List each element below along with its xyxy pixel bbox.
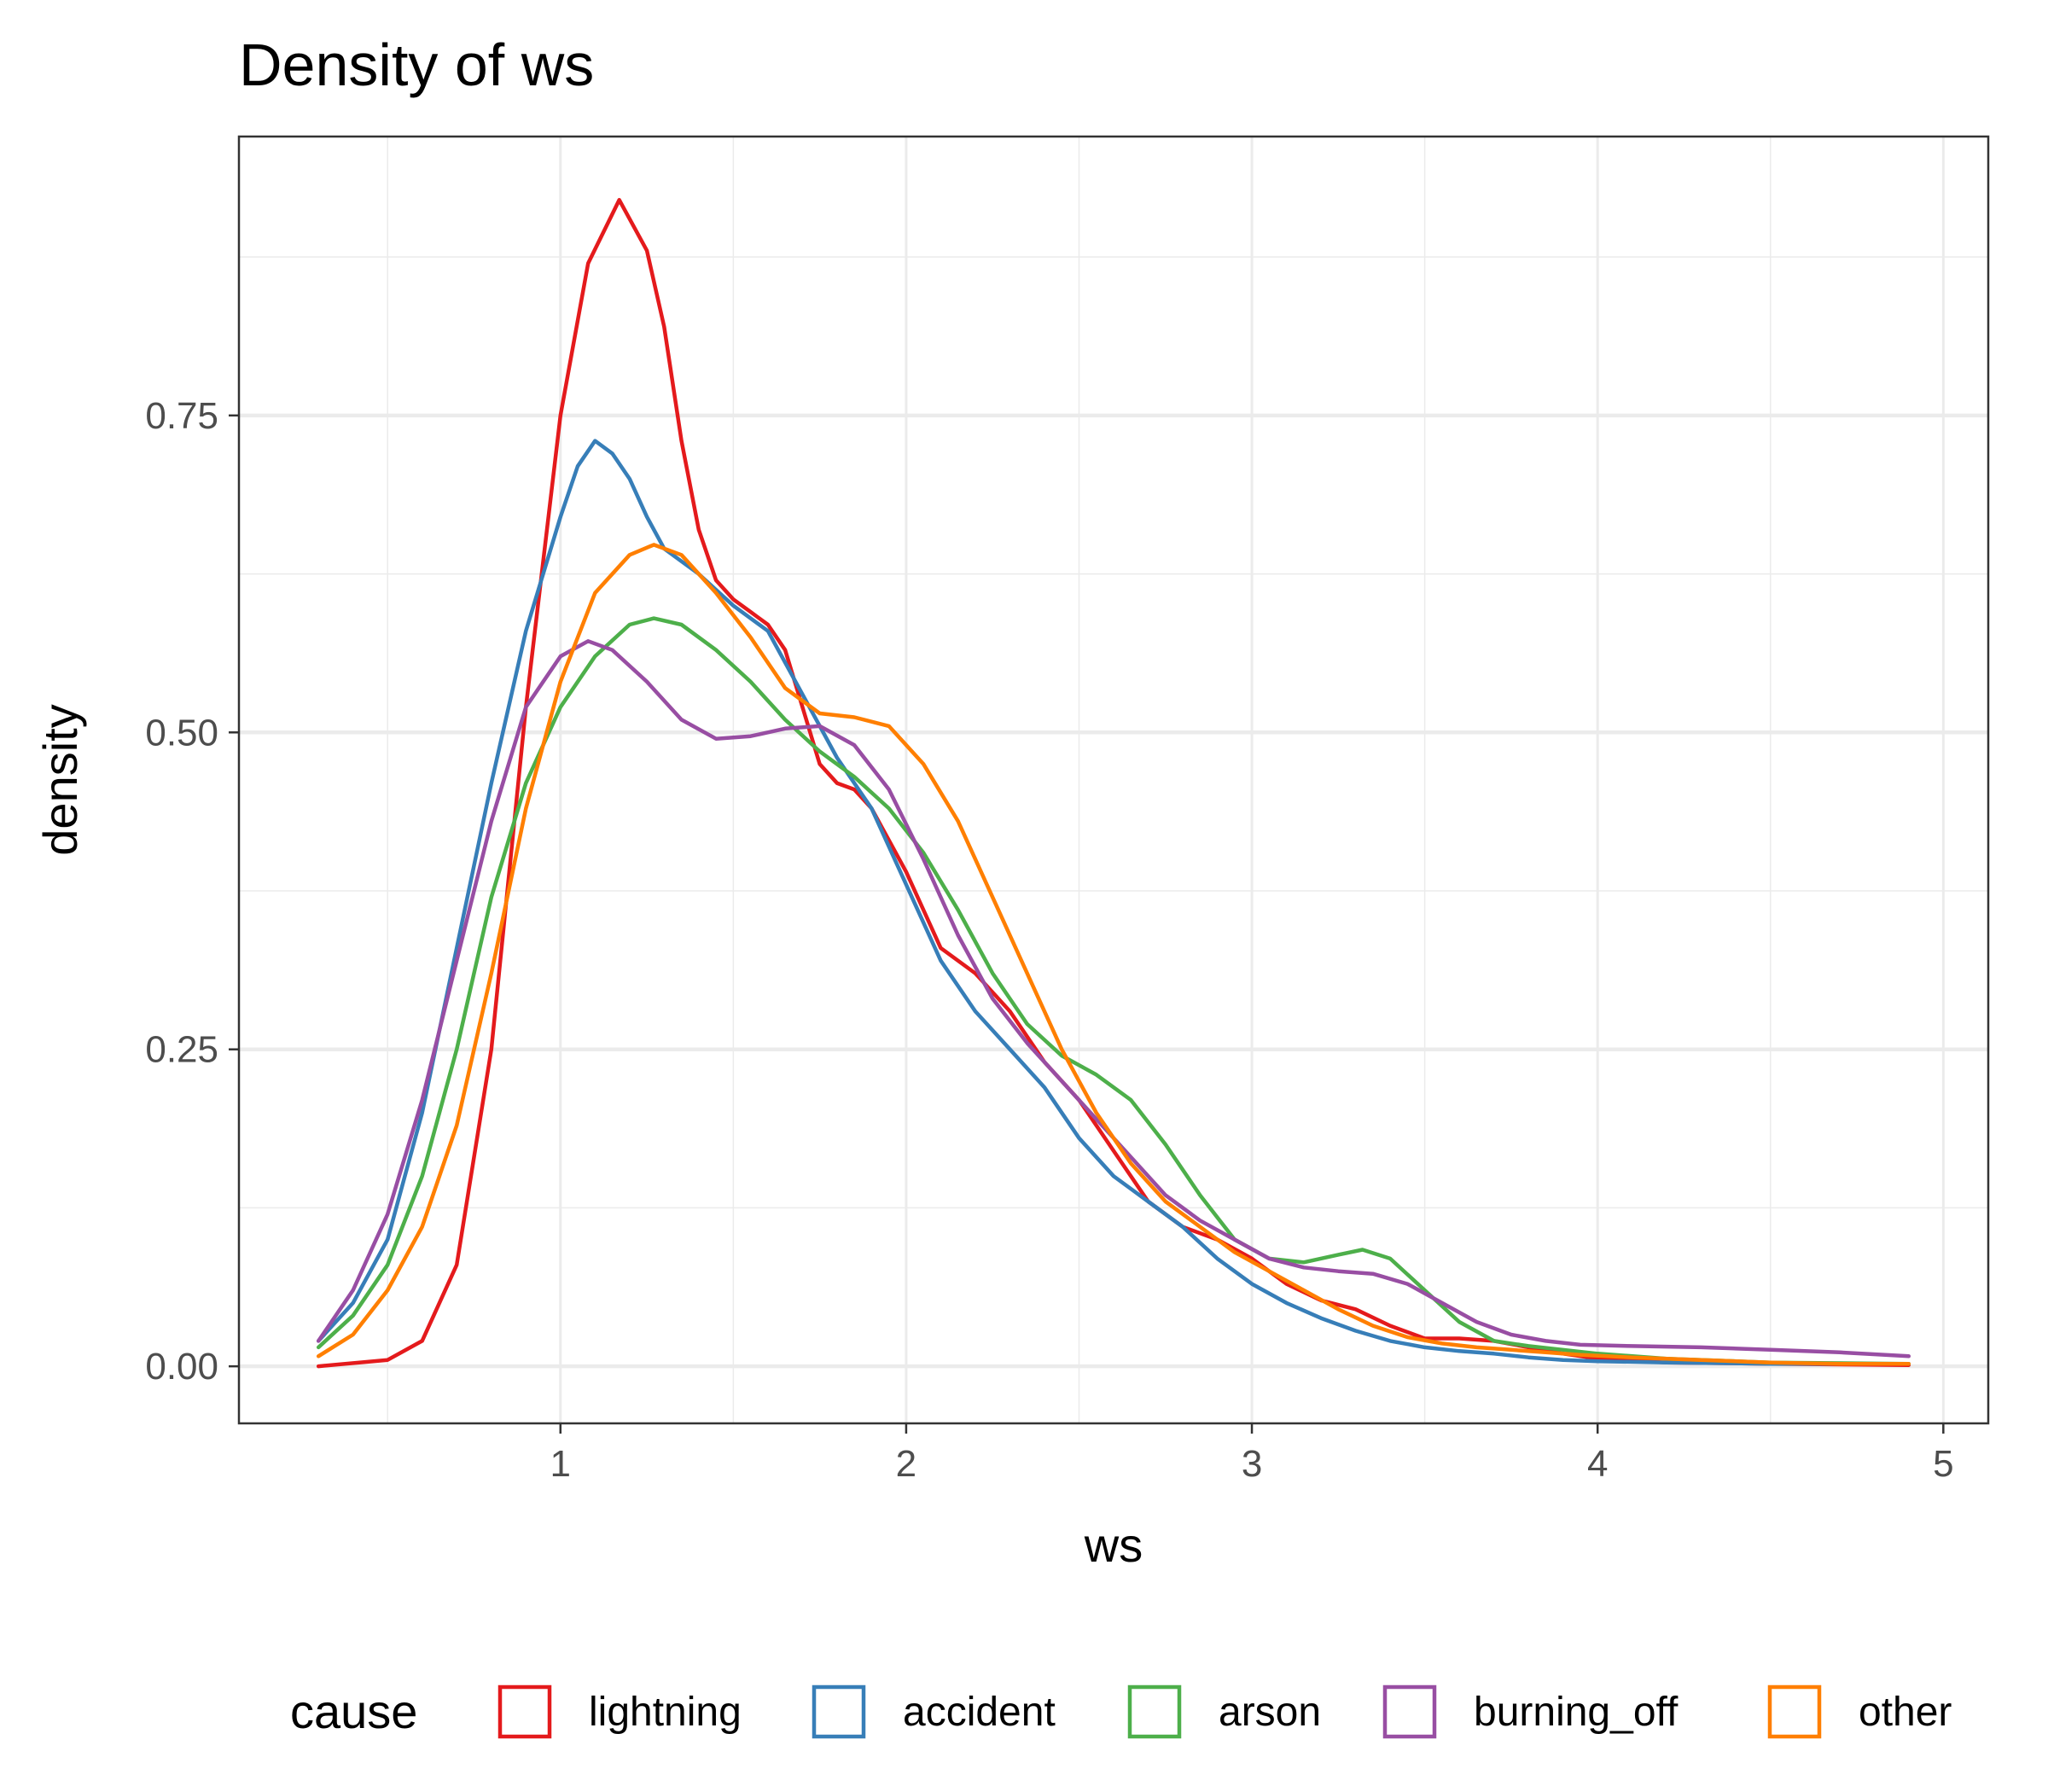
x-tick-label: 2 — [896, 1443, 916, 1485]
legend-title: cause — [290, 1684, 417, 1738]
legend-label-arson: arson — [1219, 1690, 1321, 1735]
x-tick-label: 5 — [1933, 1443, 1953, 1485]
minor-gridlines — [239, 137, 1988, 1423]
y-tick-label: 0.75 — [145, 395, 218, 437]
series-line-burning_off — [316, 639, 1911, 1359]
series-line-lightning — [316, 198, 1911, 1369]
x-tick-label: 4 — [1587, 1443, 1608, 1485]
legend-key-accident — [812, 1684, 866, 1739]
y-tick-label: 0.00 — [145, 1346, 218, 1388]
series-line-accident — [316, 439, 1911, 1366]
series-line-arson — [316, 616, 1911, 1366]
x-axis-label: ws — [1084, 1518, 1143, 1572]
legend-label-lightning: lightning — [589, 1690, 742, 1735]
x-tick-label: 3 — [1242, 1443, 1262, 1485]
legend-key-arson — [1127, 1684, 1182, 1739]
plot-panel-border — [237, 135, 1990, 1425]
legend-label-accident: accident — [903, 1690, 1056, 1735]
major-gridlines — [239, 137, 1988, 1423]
legend-label-burning_off: burning_off — [1474, 1690, 1679, 1735]
legend-label-other: other — [1859, 1690, 1952, 1735]
x-tick-label: 1 — [550, 1443, 571, 1485]
series-lines — [316, 198, 1911, 1369]
legend-key-other — [1767, 1684, 1822, 1739]
y-axis-ticks: 0.00 0.25 0.50 0.75 — [145, 395, 239, 1388]
y-axis-label: density — [33, 704, 87, 855]
y-tick-label: 0.25 — [145, 1029, 218, 1071]
chart-title: Density of ws — [239, 32, 594, 98]
legend-key-burning_off — [1382, 1684, 1437, 1739]
y-tick-label: 0.50 — [145, 712, 218, 753]
series-line-other — [316, 543, 1911, 1366]
legend: cause lightning accident arson burning_off o… — [290, 1684, 1952, 1739]
x-axis-ticks: 1 2 3 4 5 — [550, 1423, 1954, 1485]
legend-key-lightning — [497, 1684, 552, 1739]
